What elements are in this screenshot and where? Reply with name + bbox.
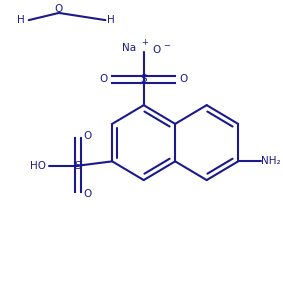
- Text: H: H: [17, 15, 24, 25]
- Text: NH₂: NH₂: [261, 156, 281, 166]
- Text: O: O: [180, 74, 188, 84]
- Text: O: O: [99, 74, 108, 84]
- Text: +: +: [142, 38, 149, 47]
- Text: S: S: [75, 161, 81, 171]
- Text: S: S: [140, 74, 147, 84]
- Text: O: O: [83, 189, 92, 199]
- Text: −: −: [163, 41, 170, 50]
- Text: O: O: [83, 131, 92, 141]
- Text: H: H: [107, 15, 115, 25]
- Text: O: O: [55, 4, 63, 14]
- Text: Na: Na: [122, 42, 136, 52]
- Text: O: O: [153, 45, 161, 55]
- Text: HO: HO: [30, 161, 46, 171]
